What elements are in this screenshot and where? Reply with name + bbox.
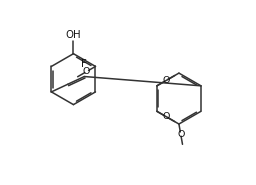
Text: O: O [177,130,184,139]
Text: OH: OH [66,30,81,40]
Text: O: O [83,67,90,76]
Text: O: O [162,76,169,85]
Text: F: F [81,59,87,69]
Text: O: O [162,112,169,121]
